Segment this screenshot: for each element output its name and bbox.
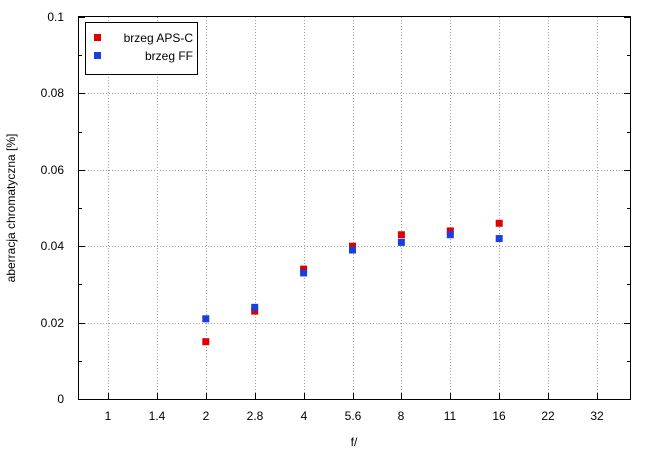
y-tick-label: 0.04 xyxy=(41,239,65,253)
data-point-ff xyxy=(446,231,454,239)
data-point-ff xyxy=(495,235,503,243)
data-point-ff xyxy=(251,303,259,311)
legend-label-ff: brzeg FF xyxy=(145,49,193,63)
grid xyxy=(79,17,630,399)
y-tick-label: 0 xyxy=(57,392,64,406)
data-point-ff xyxy=(397,238,405,246)
legend: brzeg APS-C brzeg FF xyxy=(85,22,198,75)
y-tick-label: 0.1 xyxy=(47,10,64,24)
plot-frame xyxy=(78,16,631,400)
x-tick-label: 8 xyxy=(398,409,405,423)
legend-label-aps-c: brzeg APS-C xyxy=(124,31,194,45)
y-tick-label: 0.06 xyxy=(41,163,65,177)
data-point-ff xyxy=(202,315,210,323)
data-point-aps-c xyxy=(300,265,308,273)
x-tick-label: 16 xyxy=(492,409,506,423)
data-point-ff xyxy=(349,246,356,254)
x-tick-label: 22 xyxy=(541,409,555,423)
data-point-aps-c xyxy=(397,231,405,239)
x-tick-label: 1.4 xyxy=(149,409,166,423)
x-tick-label: 11 xyxy=(444,409,457,423)
x-tick-label: 2 xyxy=(203,409,210,423)
x-tick-label: 32 xyxy=(590,409,604,423)
data-point-aps-c xyxy=(446,227,454,235)
data-point-aps-c xyxy=(349,242,356,250)
y-axis-tick-labels: 0 0.02 0.04 0.06 0.08 0.1 xyxy=(41,10,65,406)
y-axis-label: aberracja chromatyczna [%] xyxy=(4,134,18,283)
x-tick-label: 1 xyxy=(105,409,112,423)
data-point-aps-c xyxy=(495,219,503,227)
x-axis-label: f/ xyxy=(351,435,358,449)
legend-marker-ff xyxy=(94,52,101,59)
x-tick-label: 4 xyxy=(301,409,308,423)
data-point-aps-c xyxy=(251,307,259,315)
x-tick-label: 5.6 xyxy=(345,409,362,423)
legend-box xyxy=(85,22,198,75)
data-point-ff xyxy=(300,269,308,277)
data-points xyxy=(202,219,503,346)
y-tick-label: 0.08 xyxy=(41,86,65,100)
x-tick-label: 2.8 xyxy=(247,409,264,423)
x-axis-tick-labels: 1 1.4 2 2.8 4 5.6 8 11 16 22 32 xyxy=(105,409,604,423)
axis-ticks xyxy=(79,17,630,400)
data-point-aps-c xyxy=(202,338,210,346)
y-tick-label: 0.02 xyxy=(41,316,65,330)
legend-marker-aps-c xyxy=(94,34,101,41)
